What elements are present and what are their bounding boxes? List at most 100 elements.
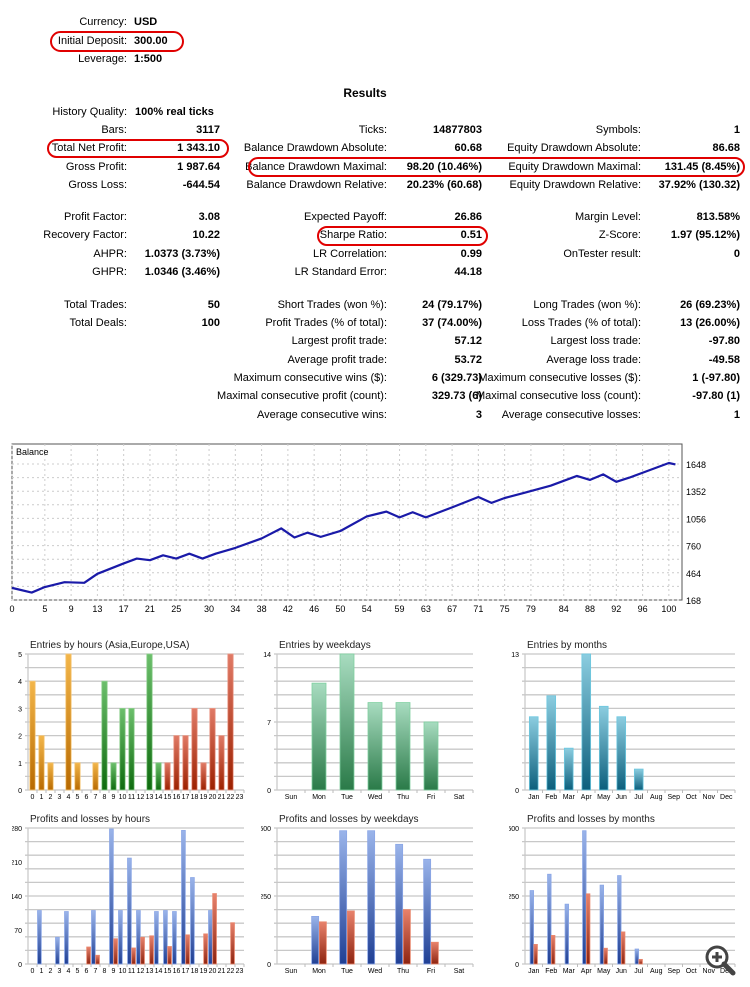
ahpr-value: 1.0373 (3.73%): [144, 248, 220, 260]
entries-by-months-chart: Entries by months 0 13 Jan Feb Mar Apr May Jun Ju…: [511, 640, 736, 801]
x-tick-label: Wed: [368, 968, 382, 975]
x-tick-label: Oct: [686, 968, 697, 975]
gross-profit-label: Gross Profit:: [65, 161, 127, 173]
bar-mon: [311, 682, 327, 791]
x-tick-label: Aug: [650, 794, 663, 801]
initial-deposit-label: Initial Deposit:: [57, 35, 127, 47]
x-tick-label: 50: [335, 604, 345, 614]
bar-jun: [616, 716, 627, 791]
history-quality-value: 100% real ticks: [135, 106, 214, 118]
x-tick-label: Dec: [720, 794, 733, 801]
leverage-value: 1:500: [134, 53, 163, 65]
bar-22: [227, 653, 234, 791]
equity-drawdown-absolute-label: Equity Drawdown Absolute:: [507, 142, 641, 154]
x-tick-label: Thu: [397, 968, 409, 975]
equity-drawdown-maximal-label: Equity Drawdown Maximal:: [508, 161, 641, 173]
average-consecutive-wins-label: Average consecutive wins:: [256, 409, 387, 421]
y-tick-label: 7: [267, 720, 271, 727]
x-tick-label: Jun: [616, 968, 627, 975]
results-heading: Results: [343, 86, 387, 100]
entries-by-hours-chart: Entries by hours (Asia,Europe,USA)012345…: [18, 640, 245, 801]
x-tick-label: 14: [155, 794, 163, 801]
pnl-by-hours-chart: Profits and losses by hours0701402102800…: [12, 814, 245, 975]
x-tick-label: 0: [31, 968, 35, 975]
x-tick-label: Thu: [397, 794, 409, 801]
profit-bar-thu: [395, 843, 404, 965]
x-tick-label: May: [597, 968, 611, 975]
y-tick-label: 210: [12, 860, 22, 867]
y-tick-label: 0: [18, 962, 22, 969]
y-tick-label: 4: [18, 679, 22, 686]
bars-value: 3117: [196, 124, 220, 136]
maximal-consecutive-loss-count-value: -97.80 (1): [692, 390, 740, 402]
x-tick-label: Apr: [581, 968, 593, 975]
loss-bar-tue: [346, 910, 355, 965]
loss-bar-11: [131, 947, 136, 965]
x-tick-label: 0: [9, 604, 14, 614]
profit-factor-value: 3.08: [198, 211, 220, 223]
x-tick-label: Nov: [703, 968, 716, 975]
profit-bar-18: [190, 877, 195, 965]
x-tick-label: 20: [209, 968, 217, 975]
y-tick-label: 280: [12, 826, 22, 833]
profit-bar-jan: [529, 890, 534, 965]
equity-drawdown-maximal-value: 131.45 (8.45%): [664, 161, 740, 173]
x-tick-label: 8: [103, 968, 107, 975]
equity-drawdown-relative-value: 37.92% (130.32): [658, 179, 740, 191]
profit-bar-16: [172, 911, 177, 965]
x-tick-label: 3: [58, 794, 62, 801]
zoom-in-button[interactable]: [704, 944, 736, 976]
bar-jul: [633, 768, 644, 791]
x-tick-label: Dec: [720, 968, 733, 975]
x-tick-label: 0: [31, 794, 35, 801]
pnl-by-weekdays-chart: Profits and losses by weekdays 0 250 500 Sun…: [261, 814, 474, 975]
x-tick-label: 34: [230, 604, 240, 614]
profit-bar-14: [154, 911, 159, 965]
average-consecutive-losses-value: 1: [733, 409, 740, 421]
total-net-profit-label: Total Net Profit:: [51, 142, 127, 154]
average-profit-trade-label: Average profit trade:: [287, 354, 387, 366]
profit-bar-12: [136, 910, 141, 965]
balance-line: [11, 461, 676, 594]
x-tick-label: Sat: [454, 968, 465, 975]
x-tick-label: 1: [40, 968, 44, 975]
ahpr-label: AHPR:: [93, 248, 127, 260]
x-tick-label: 4: [67, 968, 71, 975]
x-tick-label: 54: [362, 604, 372, 614]
bar-16: [173, 735, 180, 791]
profit-bar-4: [64, 911, 69, 965]
x-tick-label: 96: [638, 604, 648, 614]
long-trades-won-value: 26 (69.23%): [680, 299, 740, 311]
x-tick-label: 42: [283, 604, 293, 614]
x-tick-label: 10: [119, 794, 127, 801]
x-tick-label: 1: [40, 794, 44, 801]
x-tick-label: Fri: [427, 794, 436, 801]
profit-factor-label: Profit Factor:: [64, 211, 127, 223]
magnifier-plus-icon: [705, 945, 736, 976]
balance-drawdown-maximal-value: 98.20 (10.46%): [406, 161, 482, 173]
x-tick-label: 9: [69, 604, 74, 614]
recovery-factor-label: Recovery Factor:: [43, 229, 127, 241]
x-tick-label: 21: [145, 604, 155, 614]
x-tick-label: 4: [67, 794, 71, 801]
profit-bar-mar: [564, 903, 569, 965]
x-tick-label: 100: [661, 604, 676, 614]
x-tick-label: 15: [164, 968, 172, 975]
bars-label: Bars:: [101, 124, 127, 136]
x-tick-label: Jan: [528, 968, 539, 975]
largest-profit-trade-label: Largest profit trade:: [291, 335, 387, 347]
x-tick-label: 67: [447, 604, 457, 614]
highlight-total-net-profit: [47, 139, 229, 158]
balance-drawdown-maximal-label: Balance Drawdown Maximal:: [245, 161, 387, 173]
profit-trades-of-total-label: Profit Trades (% of total):: [265, 317, 387, 329]
largest-loss-trade-label: Largest loss trade:: [550, 335, 642, 347]
x-tick-label: 22: [227, 794, 235, 801]
x-tick-label: May: [597, 794, 611, 801]
x-tick-label: 84: [559, 604, 569, 614]
y-tick-label: 2: [18, 734, 22, 741]
average-loss-trade-value: -49.58: [708, 354, 740, 366]
profit-bar-3: [55, 936, 60, 965]
bar-18: [191, 708, 198, 791]
total-net-profit-value: 1 343.10: [177, 142, 220, 154]
currency-label: Currency:: [79, 16, 127, 28]
